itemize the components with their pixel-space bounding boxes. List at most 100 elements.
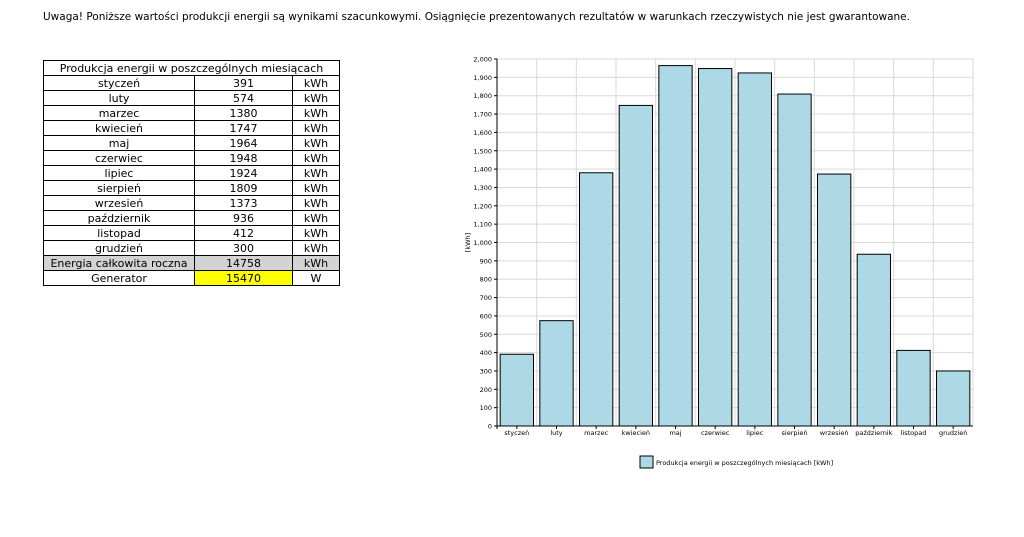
- value-cell: 1373: [194, 195, 293, 211]
- y-tick-label: 1,600: [473, 129, 492, 137]
- y-tick-label: 1,200: [473, 202, 492, 210]
- value-cell: 936: [194, 210, 293, 226]
- bar: [737, 72, 772, 427]
- y-tick-label: 800: [480, 276, 492, 284]
- bar: [618, 104, 653, 427]
- total-label: Energia całkowita roczna: [43, 255, 195, 271]
- month-cell: sierpień: [43, 180, 195, 196]
- y-tick-label: 100: [480, 404, 492, 412]
- table-row: styczeń 391 kWh: [43, 75, 340, 91]
- value-cell: 300: [194, 240, 293, 256]
- month-cell: wrzesień: [43, 195, 195, 211]
- table-row: wrzesień 1373 kWh: [43, 195, 340, 211]
- x-tick-label: wrzesień: [820, 429, 849, 437]
- total-row: Energia całkowita roczna 14758 kWh: [43, 255, 340, 271]
- y-tick-label: 300: [480, 367, 492, 375]
- table-row: maj 1964 kWh: [43, 135, 340, 151]
- x-tick-label: październik: [855, 429, 892, 437]
- total-unit: kWh: [292, 255, 340, 271]
- value-cell: 574: [194, 90, 293, 106]
- x-tick-label: czerwiec: [701, 429, 730, 437]
- bar: [579, 172, 614, 427]
- table-row: listopad 412 kWh: [43, 225, 340, 241]
- generator-row: Generator 15470 W: [43, 270, 340, 286]
- value-cell: 1924: [194, 165, 293, 181]
- legend-label: Produkcja energii w poszczególnych miesi…: [656, 459, 833, 467]
- y-axis-label: [kWh]: [464, 233, 472, 252]
- y-tick-label: 700: [480, 294, 492, 302]
- month-cell: kwiecień: [43, 120, 195, 136]
- value-cell: 1380: [194, 105, 293, 121]
- bar: [817, 173, 852, 427]
- y-tick-label: 900: [480, 257, 492, 265]
- table-row: październik 936 kWh: [43, 210, 340, 226]
- value-cell: 412: [194, 225, 293, 241]
- generator-value: 15470: [194, 270, 293, 286]
- y-tick-label: 1,700: [473, 111, 492, 119]
- unit-cell: kWh: [292, 90, 340, 106]
- bar: [856, 253, 891, 427]
- x-tick-label: sierpień: [782, 429, 808, 437]
- bar: [698, 68, 733, 427]
- bar: [658, 65, 693, 427]
- table-row: grudzień 300 kWh: [43, 240, 340, 256]
- y-tick-label: 1,400: [473, 166, 492, 174]
- month-cell: maj: [43, 135, 195, 151]
- x-tick-label: marzec: [584, 429, 608, 437]
- unit-cell: kWh: [292, 210, 340, 226]
- month-cell: październik: [43, 210, 195, 226]
- x-tick-label: kwiecień: [622, 429, 650, 437]
- unit-cell: kWh: [292, 135, 340, 151]
- month-cell: styczeń: [43, 75, 195, 91]
- bar: [539, 320, 574, 427]
- y-tick-label: 1,500: [473, 147, 492, 155]
- bar: [936, 370, 971, 427]
- x-tick-label: lipiec: [746, 429, 764, 437]
- table-row: marzec 1380 kWh: [43, 105, 340, 121]
- month-cell: marzec: [43, 105, 195, 121]
- y-tick-label: 2,000: [473, 56, 492, 64]
- y-tick-label: 500: [480, 331, 492, 339]
- y-tick-label: 200: [480, 386, 492, 394]
- x-tick-label: grudzień: [939, 429, 967, 437]
- unit-cell: kWh: [292, 225, 340, 241]
- unit-cell: kWh: [292, 75, 340, 91]
- month-cell: luty: [43, 90, 195, 106]
- value-cell: 1747: [194, 120, 293, 136]
- unit-cell: kWh: [292, 195, 340, 211]
- month-cell: grudzień: [43, 240, 195, 256]
- table-row: lipiec 1924 kWh: [43, 165, 340, 181]
- value-cell: 1948: [194, 150, 293, 166]
- month-cell: listopad: [43, 225, 195, 241]
- generator-unit: W: [292, 270, 340, 286]
- production-table: Produkcja energii w poszczególnych miesi…: [43, 60, 340, 286]
- table-title: Produkcja energii w poszczególnych miesi…: [43, 60, 340, 76]
- x-tick-label: maj: [669, 429, 681, 437]
- unit-cell: kWh: [292, 240, 340, 256]
- table-row: czerwiec 1948 kWh: [43, 150, 340, 166]
- bar: [896, 349, 931, 427]
- legend-swatch: [639, 455, 654, 469]
- total-value: 14758: [194, 255, 293, 271]
- warning-text: Uwaga! Poniższe wartości produkcji energ…: [43, 11, 910, 23]
- table-row: luty 574 kWh: [43, 90, 340, 106]
- table-row: kwiecień 1747 kWh: [43, 120, 340, 136]
- y-tick-label: 1,300: [473, 184, 492, 192]
- generator-label: Generator: [43, 270, 195, 286]
- y-tick-label: 1,000: [473, 239, 492, 247]
- y-tick-label: 1,800: [473, 92, 492, 100]
- value-cell: 1809: [194, 180, 293, 196]
- x-tick-label: luty: [550, 429, 562, 437]
- unit-cell: kWh: [292, 120, 340, 136]
- y-tick-label: 600: [480, 312, 492, 320]
- month-cell: czerwiec: [43, 150, 195, 166]
- y-tick-label: 0: [488, 423, 492, 431]
- y-tick-label: 1,900: [473, 74, 492, 82]
- x-tick-label: styczeń: [504, 429, 529, 437]
- y-tick-label: 1,100: [473, 221, 492, 229]
- unit-cell: kWh: [292, 165, 340, 181]
- unit-cell: kWh: [292, 105, 340, 121]
- y-tick-label: 400: [480, 349, 492, 357]
- unit-cell: kWh: [292, 180, 340, 196]
- month-cell: lipiec: [43, 165, 195, 181]
